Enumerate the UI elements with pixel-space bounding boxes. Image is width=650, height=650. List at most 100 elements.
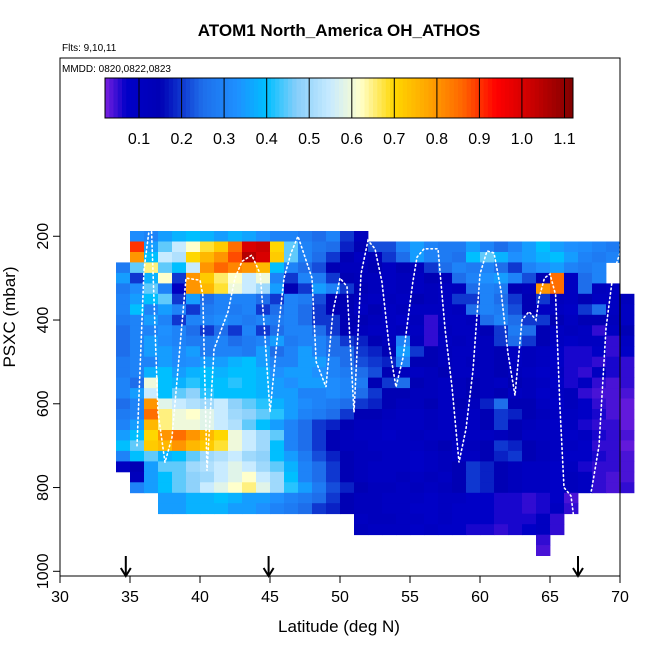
heatmap-cell [158,293,173,305]
heatmap-cell [172,335,187,347]
heatmap-cell [172,283,187,295]
heatmap-cell [564,272,579,284]
heatmap-cell [592,356,607,368]
heatmap-cell [536,430,551,441]
heatmap-cell [578,450,593,462]
heatmap-cell [130,314,145,326]
colorbar-swatch [487,78,493,118]
heatmap-cell [550,283,565,295]
heatmap-cell [410,524,425,536]
heatmap-cell [326,430,341,441]
heatmap-cell [214,471,229,483]
heatmap-cell [158,367,173,378]
heatmap-cell [200,367,215,378]
heatmap-cell [536,335,551,347]
heatmap-cell [242,409,257,420]
heatmap-cell [158,377,173,389]
heatmap-cell [284,252,299,263]
heatmap-cell [522,293,537,305]
heatmap-cell [200,356,215,368]
colorbar-swatch [330,78,336,118]
heatmap-cell [620,356,635,368]
heatmap-cell [368,419,383,431]
heatmap-cell [424,252,439,263]
heatmap-cell [396,513,411,525]
heatmap-cell [186,450,201,462]
heatmap-cell [424,461,439,473]
heatmap-cell [466,356,481,368]
heatmap-cell [536,377,551,389]
heatmap-cell [158,314,173,326]
heatmap-cell [116,409,131,420]
heatmap-cell [158,440,173,452]
colorbar-swatch [394,78,400,118]
heatmap-cell [130,252,145,263]
heatmap-cell [298,346,313,358]
heatmap-cell [298,482,313,494]
heatmap-cell [480,293,495,305]
heatmap-cell [270,492,285,504]
heatmap-cell [550,241,565,253]
heatmap-cell [312,398,327,410]
colorbar-swatch [177,78,183,118]
heatmap-cell [158,398,173,410]
colorbar-swatch [543,78,548,118]
heatmap-cell [326,367,341,378]
heatmap-cell [340,430,355,441]
heatmap-cell [438,335,453,347]
heatmap-cell [312,304,327,316]
heatmap-cell [130,450,145,462]
heatmap-cell [480,440,495,452]
heatmap-cell [270,398,285,410]
heatmap-cell [382,356,397,368]
heatmap-cell [256,283,271,295]
colorbar-swatch [411,78,417,118]
heatmap-cell [228,492,243,504]
heatmap-cell [228,377,243,389]
heatmap-cell [480,314,495,326]
heatmap-cell [452,293,467,305]
heatmap-cell [172,241,187,253]
heatmap-cell [326,325,341,337]
heatmap-cell [536,304,551,316]
heatmap-cell [508,262,523,274]
heatmap-cell [564,482,579,494]
heatmap-cell [592,419,607,431]
heatmap-cell [620,461,635,473]
colorbar-swatch [364,78,370,118]
latitude-arrows [119,556,584,578]
heatmap-cell [270,367,285,378]
heatmap-cell [284,283,299,295]
latitude-arrow-head [262,567,275,578]
heatmap-cell [396,377,411,389]
heatmap-cell [550,304,565,316]
heatmap-cell [214,293,229,305]
heatmap-cell [340,356,355,368]
colorbar-swatch [215,78,221,118]
colorbar-swatch [190,78,195,118]
heatmap-cell [620,388,635,399]
heatmap-cell [578,335,593,347]
heatmap-cell [354,293,369,305]
colorbar-swatch [564,78,570,118]
heatmap-cell [144,461,159,473]
heatmap-cell [620,471,635,483]
heatmap-cell [172,272,187,284]
heatmap-cell [452,325,467,337]
heatmap-cell [368,293,383,305]
heatmap-cell [522,482,537,494]
heatmap-cell [620,482,635,494]
heatmap-cell [508,304,523,316]
heatmap-cell [410,440,425,452]
heatmap-cell [480,524,495,536]
colorbar-swatch [181,78,187,118]
heatmap-cell [424,356,439,368]
colorbar-swatch [232,78,238,118]
heatmap-cell [116,388,131,399]
heatmap-cell [550,409,565,420]
heatmap-cell [480,471,495,483]
heatmap-cell [298,293,313,305]
heatmap-cell [564,356,579,368]
heatmap-cell [256,398,271,410]
